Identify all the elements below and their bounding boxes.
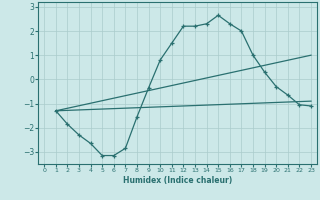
X-axis label: Humidex (Indice chaleur): Humidex (Indice chaleur) — [123, 176, 232, 185]
